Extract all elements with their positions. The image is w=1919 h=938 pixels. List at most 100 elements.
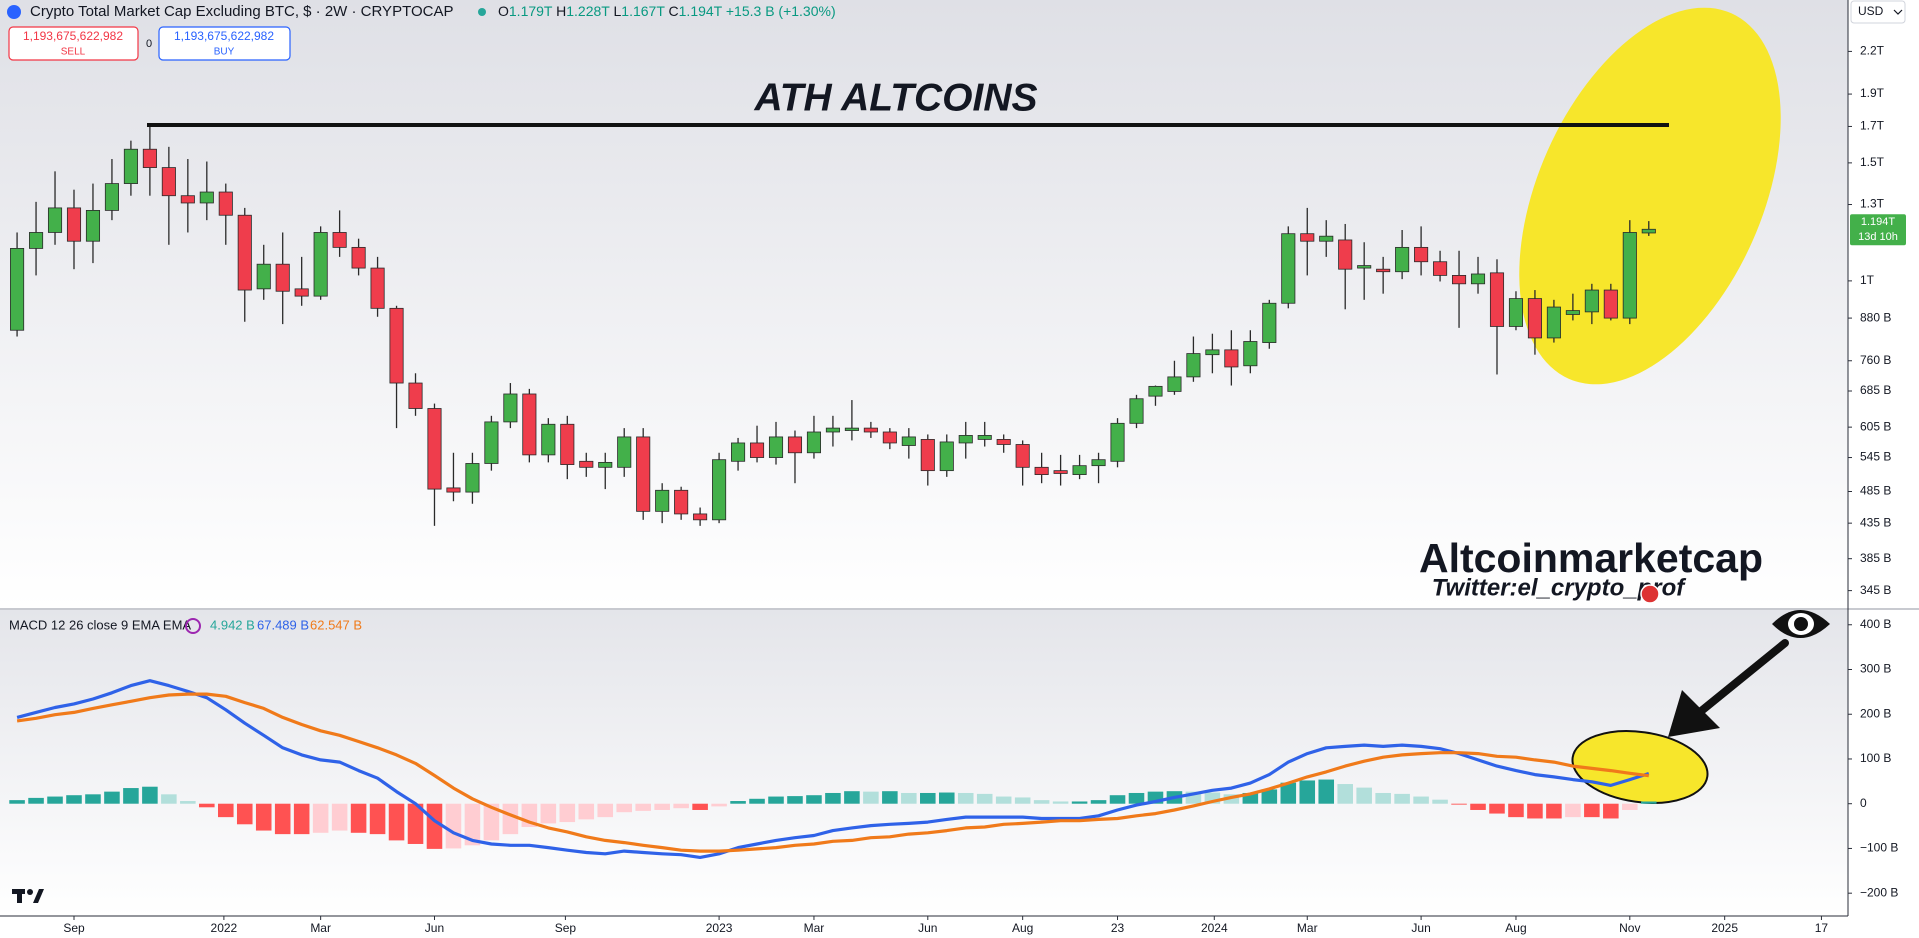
eye-icon [1772, 610, 1830, 638]
y-tick-label: 880 B [1860, 310, 1891, 324]
histogram-bar [1622, 803, 1638, 810]
candle-body [1452, 275, 1467, 285]
tv-logo [12, 889, 44, 903]
histogram-bar [768, 796, 784, 804]
histogram-bar [1242, 792, 1259, 804]
histogram-bar [920, 792, 936, 804]
ohlc-value: 1.179T [509, 3, 553, 19]
ohlc-value: 1.194T [679, 3, 723, 19]
histogram-bar [578, 803, 595, 820]
histogram-bar [1546, 803, 1562, 819]
currency-label: USD [1858, 4, 1884, 18]
candle-body [806, 431, 821, 454]
histogram-bar [66, 795, 82, 804]
candle-body [446, 487, 461, 493]
histogram-bar [199, 803, 215, 808]
histogram-bar [502, 803, 519, 835]
candle-body [579, 460, 594, 468]
candle-body [104, 183, 119, 211]
candle-body [882, 431, 897, 444]
x-tick-label: Jun [1411, 921, 1430, 935]
marks [9, 124, 1657, 859]
candle-body [1091, 459, 1106, 467]
histogram-bar [161, 794, 177, 804]
ohlc-legend: O1.179T H1.228T L1.167T C1.194T +15.3 B … [498, 3, 836, 19]
symbol-icon [7, 5, 21, 19]
histogram-bar [293, 803, 310, 835]
histogram-bar [1584, 803, 1600, 818]
y-tick-label: 435 B [1860, 515, 1891, 529]
sell-button[interactable]: 1,193,675,622,982 SELL [8, 26, 139, 61]
time-axis [0, 916, 1919, 938]
histogram-bar [426, 803, 443, 849]
histogram-bar [483, 803, 500, 841]
histogram-bar [274, 803, 291, 835]
candle-body [844, 427, 859, 431]
sell-price: 1,193,675,622,982 [23, 29, 123, 43]
histogram-bar [1280, 782, 1297, 804]
x-tick-label: 23 [1111, 921, 1125, 935]
histogram-bar [654, 803, 670, 810]
ohlc-change: +15.3 B (+1.30%) [726, 3, 836, 19]
x-tick-label: 17 [1815, 921, 1829, 935]
x-tick-label: 2025 [1711, 921, 1738, 935]
candle-body [389, 307, 404, 384]
candle-body [1205, 349, 1220, 356]
ath-label: ATH ALTCOINS [753, 76, 1037, 119]
candle-body [655, 489, 670, 512]
histogram-bar [1451, 803, 1467, 805]
y-tick-label: 400 B [1860, 617, 1891, 631]
histogram-bar [1413, 796, 1429, 804]
ohlc-value: 1.228T [566, 3, 610, 19]
candle-body [787, 436, 803, 454]
histogram-bar [787, 796, 803, 804]
y-tick-label: 685 B [1860, 383, 1891, 397]
histogram-bar [1375, 792, 1391, 804]
histogram-bar [1318, 779, 1335, 804]
buy-button[interactable]: 1,193,675,622,982 BUY [158, 26, 291, 61]
settings-icon[interactable] [185, 618, 201, 634]
histogram-bar [9, 800, 25, 804]
histogram-bar [1565, 803, 1581, 818]
candle-body [465, 463, 480, 493]
candle-body [161, 167, 176, 197]
candle-body [1129, 398, 1144, 424]
histogram-bar [1432, 799, 1448, 804]
y-tick-label: 385 B [1860, 551, 1891, 565]
ohlc-key: H [556, 3, 566, 19]
histogram-bar [236, 803, 253, 825]
candle-body [1603, 289, 1618, 319]
candle-body [901, 436, 916, 446]
candle-body [1072, 465, 1087, 475]
x-tick-label: Sep [555, 921, 577, 935]
candle-body [1148, 385, 1163, 397]
brand-label: Altcoinmarketcap [1419, 535, 1763, 581]
candle-body [484, 421, 499, 464]
candle-body [503, 393, 518, 423]
histogram-bar [1527, 803, 1543, 819]
candle-body [731, 442, 746, 462]
y-tick-label: 1.5T [1860, 155, 1885, 169]
candle-body [1167, 376, 1182, 392]
candle-body [256, 263, 271, 290]
histogram-bar [730, 801, 746, 804]
histogram-bar [123, 788, 139, 804]
x-tick-label: Sep [63, 921, 85, 935]
y-tick-label: 1T [1860, 273, 1875, 287]
candle-body [1224, 349, 1239, 368]
candle-body [1584, 289, 1599, 313]
sell-label: SELL [61, 47, 86, 58]
candle-body [1433, 261, 1448, 276]
candle-body [237, 214, 252, 291]
histogram-bar [692, 803, 708, 810]
currency-button[interactable]: USD [1850, 0, 1906, 24]
histogram-bar [976, 793, 993, 804]
histogram-bar [749, 798, 765, 804]
y-tick-label: 100 B [1860, 751, 1891, 765]
candle-body [66, 207, 82, 242]
histogram-bar [312, 803, 329, 833]
candle-body [47, 207, 63, 233]
histogram-bar [844, 791, 860, 804]
histogram-bar [1109, 795, 1126, 804]
